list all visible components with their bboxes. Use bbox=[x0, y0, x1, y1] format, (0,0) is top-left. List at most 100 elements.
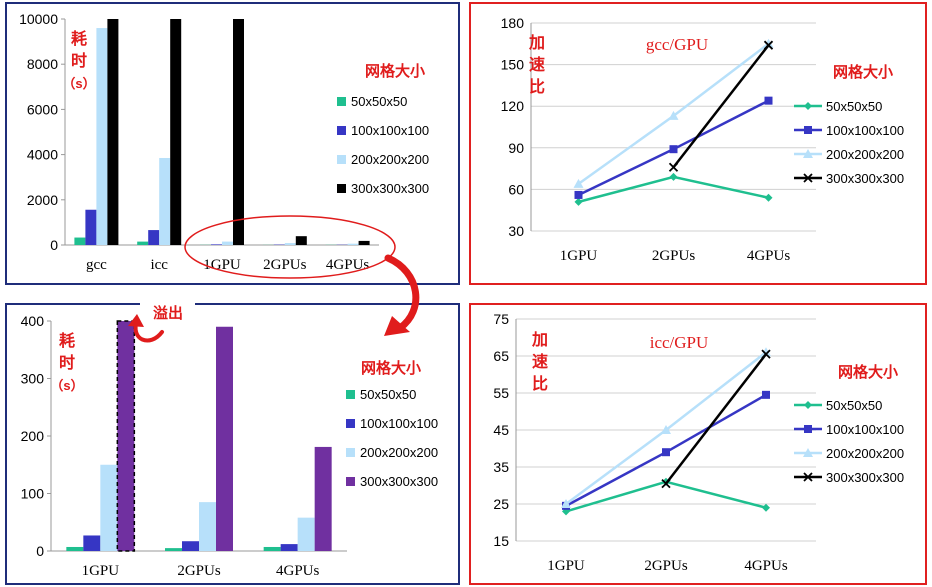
bar bbox=[280, 544, 298, 551]
legend-swatch bbox=[337, 97, 346, 106]
data-point bbox=[574, 190, 583, 199]
y-tick-label: 150 bbox=[501, 57, 525, 73]
legend-marker bbox=[803, 448, 813, 457]
legend-label: 100x100x100 bbox=[826, 123, 904, 138]
y-tick-label: 60 bbox=[508, 181, 524, 197]
y-axis-label: 速 bbox=[529, 56, 545, 74]
legend-label: 300x300x300 bbox=[826, 171, 904, 186]
data-point bbox=[763, 38, 774, 48]
legend-label: 50x50x50 bbox=[826, 99, 882, 114]
legend-swatch bbox=[346, 419, 355, 428]
y-tick-label: 400 bbox=[21, 313, 45, 329]
legend-label: 300x300x300 bbox=[351, 181, 429, 196]
y-axis-label: 速 bbox=[532, 353, 548, 371]
legend-swatch bbox=[337, 126, 346, 135]
chart-title: gcc/GPU bbox=[646, 35, 708, 54]
series-line bbox=[665, 353, 767, 485]
bar bbox=[66, 546, 84, 551]
data-point bbox=[669, 145, 678, 154]
y-tick-label: 0 bbox=[50, 237, 58, 253]
legend-swatch bbox=[346, 448, 355, 457]
y-axis-label: （s） bbox=[50, 378, 83, 393]
legend-swatch bbox=[346, 477, 355, 486]
bar bbox=[170, 19, 182, 245]
data-point bbox=[761, 349, 771, 359]
bar bbox=[165, 548, 182, 551]
legend-label: 300x300x300 bbox=[360, 474, 438, 489]
y-tick-label: 55 bbox=[493, 385, 509, 401]
icc-gpu-speedup-chart: 15 25 35 45 55 65 75 1GPU 2GPUs 4GPUs icc/GPU 加速比 网格… bbox=[469, 303, 927, 585]
x-tick-label: 1GPU bbox=[547, 558, 585, 574]
legend-marker bbox=[803, 472, 813, 482]
chart-canvas: 0 100 200 300 400 1GPU 2GPUs 4GPUs 耗时 （s） 网格大小 50x5… bbox=[21, 313, 438, 579]
x-tick-label: 2GPUs bbox=[644, 558, 688, 574]
legend-swatch bbox=[337, 184, 346, 193]
y-tick-label: 30 bbox=[508, 223, 524, 239]
y-tick-label: 120 bbox=[501, 98, 525, 114]
data-point bbox=[668, 162, 679, 172]
y-axis-label: 比 bbox=[529, 78, 545, 96]
legend-label: 200x200x200 bbox=[360, 445, 438, 460]
legend-label: 50x50x50 bbox=[826, 398, 882, 413]
x-tick-label: 1GPU bbox=[560, 248, 598, 264]
bar bbox=[83, 535, 101, 551]
bar bbox=[222, 241, 233, 245]
bar bbox=[216, 326, 233, 551]
x-tick-label: 1GPU bbox=[82, 563, 120, 579]
bar bbox=[314, 446, 332, 551]
y-axis-label: 耗 bbox=[71, 29, 87, 48]
bar bbox=[347, 243, 359, 245]
y-axis-label: 加 bbox=[531, 331, 548, 349]
y-axis-label: 比 bbox=[532, 375, 548, 393]
bar bbox=[182, 541, 199, 551]
y-tick-label: 0 bbox=[36, 543, 44, 559]
bar bbox=[74, 237, 86, 245]
y-tick-label: 200 bbox=[21, 428, 45, 444]
y-axis-label: 时 bbox=[59, 354, 75, 372]
legend-title: 网格大小 bbox=[838, 363, 898, 381]
y-tick-label: 35 bbox=[493, 459, 509, 475]
legend-label: 200x200x200 bbox=[826, 147, 904, 162]
bar bbox=[137, 241, 149, 245]
x-tick-label: 4GPUs bbox=[744, 558, 788, 574]
x-tick-label: 4GPUs bbox=[747, 248, 791, 264]
data-point bbox=[761, 347, 771, 357]
legend-swatch bbox=[346, 390, 355, 399]
y-tick-label: 300 bbox=[21, 371, 45, 387]
legend-label: 50x50x50 bbox=[351, 94, 407, 109]
series-line bbox=[565, 480, 767, 513]
y-tick-label: 90 bbox=[508, 140, 524, 156]
x-tick-label: 4GPUs bbox=[276, 563, 320, 579]
chart-canvas: 15 25 35 45 55 65 75 1GPU 2GPUs 4GPUs icc/GPU 加速比 网格… bbox=[493, 311, 904, 574]
legend-swatch bbox=[337, 155, 346, 164]
x-tick-label: 2GPUs bbox=[177, 563, 221, 579]
y-tick-label: 4000 bbox=[27, 147, 58, 163]
y-tick-label: 65 bbox=[493, 348, 509, 364]
y-tick-label: 45 bbox=[493, 422, 509, 438]
x-tick-label: 1GPU bbox=[203, 257, 241, 273]
y-tick-label: 100 bbox=[21, 486, 45, 502]
bar bbox=[297, 517, 315, 551]
y-tick-label: 6000 bbox=[27, 101, 58, 117]
legend-label: 300x300x300 bbox=[826, 470, 904, 485]
bar bbox=[295, 236, 307, 245]
y-axis-label: （s） bbox=[62, 76, 95, 91]
x-tick-label: 4GPUs bbox=[326, 257, 370, 273]
legend-label: 100x100x100 bbox=[351, 123, 429, 138]
data-point bbox=[762, 390, 770, 399]
legend-marker bbox=[804, 425, 812, 433]
legend-label: 200x200x200 bbox=[826, 446, 904, 461]
bar bbox=[116, 320, 136, 552]
data-point bbox=[561, 499, 571, 508]
data-point bbox=[762, 503, 770, 512]
chart-title: icc/GPU bbox=[650, 333, 709, 352]
bar bbox=[100, 464, 118, 551]
bar bbox=[148, 230, 160, 245]
y-axis-label: 时 bbox=[71, 52, 87, 70]
data-point bbox=[763, 40, 774, 50]
x-tick-label: 2GPUs bbox=[652, 248, 696, 264]
bar bbox=[358, 240, 370, 245]
data-point bbox=[764, 193, 773, 202]
chart-canvas: 30 60 90 120 150 180 1GPU 2GPUs 4GPUs gcc/GPU 加速比 网… bbox=[501, 15, 904, 264]
gcc-gpu-speedup-chart: 30 60 90 120 150 180 1GPU 2GPUs 4GPUs gcc/GPU 加速比 网… bbox=[469, 2, 927, 285]
